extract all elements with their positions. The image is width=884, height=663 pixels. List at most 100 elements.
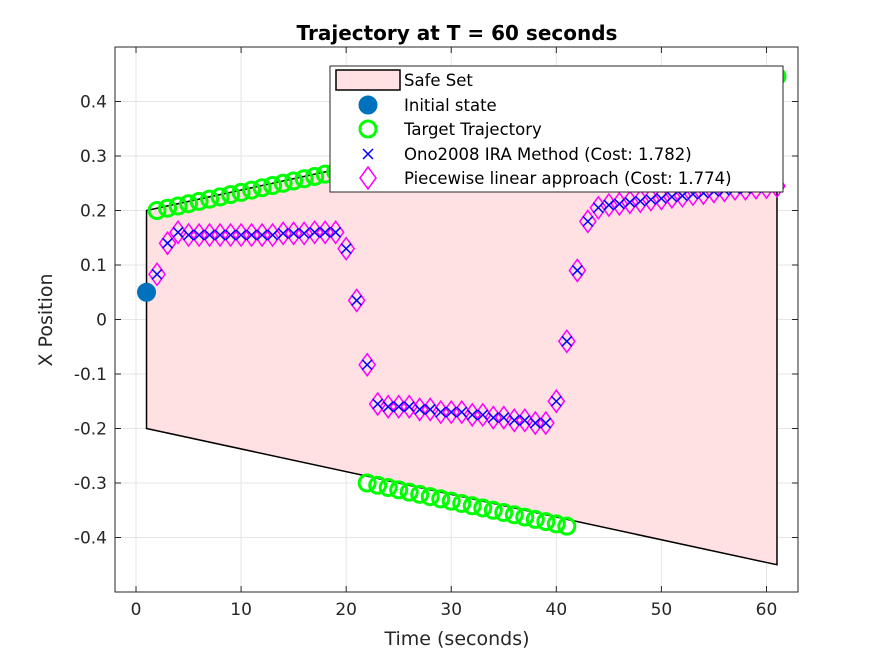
data-point: [137, 282, 157, 302]
legend: Safe Set Initial state Target Trajectory…: [329, 65, 784, 193]
legend-label-ono2008: Ono2008 IRA Method (Cost: 1.782): [404, 145, 692, 164]
y-tick-label: 0: [96, 311, 107, 331]
data-point: [179, 194, 199, 214]
data-point: [357, 473, 377, 493]
data-point: [519, 414, 531, 426]
data-point: [494, 503, 514, 523]
data-point: [256, 229, 268, 241]
data-point-stroke: [477, 409, 489, 421]
data-point-stroke: [655, 192, 667, 205]
data-point-stroke: [361, 359, 373, 371]
data-point: [263, 176, 283, 196]
data-point: [252, 178, 272, 198]
y-tick-label: 0.4: [80, 93, 107, 113]
legend-label-initial-state: Initial state: [404, 96, 497, 115]
data-point-stroke: [435, 406, 447, 418]
data-point: [494, 405, 513, 430]
x-tick-label: 30: [440, 600, 462, 620]
data-point: [326, 220, 345, 245]
data-point: [204, 229, 216, 241]
data-point: [414, 403, 426, 415]
data-point: [557, 329, 576, 354]
data-point: [487, 412, 499, 424]
data-point: [221, 185, 241, 205]
data-point: [158, 230, 177, 256]
data-point: [498, 412, 510, 424]
series-diamond: [148, 173, 786, 436]
data-point-stroke: [309, 226, 321, 238]
data-point: [393, 401, 405, 413]
data-point: [613, 198, 625, 210]
data-point: [347, 288, 366, 313]
data-point-stroke: [151, 268, 163, 280]
data-point-stroke: [193, 229, 205, 241]
y-axis-label: X Position: [35, 273, 57, 366]
legend-symbol-target-trajectory: [358, 119, 378, 139]
data-point: [473, 402, 492, 428]
data-point: [169, 220, 187, 245]
data-point-stroke: [372, 398, 384, 410]
data-point: [330, 226, 342, 238]
data-point: [294, 169, 314, 189]
data-point-stroke: [634, 195, 646, 207]
data-point: [319, 226, 331, 238]
data-point: [148, 261, 166, 287]
data-point: [368, 475, 388, 495]
data-point: [337, 236, 356, 261]
x-tick-label: 10: [230, 600, 252, 620]
data-point: [536, 512, 556, 532]
data-point: [603, 199, 615, 211]
data-point-stroke: [445, 406, 457, 418]
data-point: [288, 227, 300, 239]
data-point: [536, 410, 555, 436]
data-point: [557, 516, 577, 536]
data-point-stroke: [498, 412, 510, 424]
data-point: [263, 222, 282, 248]
data-point-stroke: [225, 229, 237, 241]
data-point-stroke: [519, 414, 531, 426]
data-point-stroke: [319, 226, 331, 238]
data-point: [147, 201, 167, 220]
data-point-stroke: [487, 412, 499, 424]
data-point: [340, 243, 352, 255]
data-point-stroke: [645, 194, 657, 206]
data-point: [200, 189, 220, 209]
data-point: [225, 229, 237, 241]
data-point: [634, 195, 646, 207]
y-tick-label: -0.3: [74, 474, 107, 494]
data-point: [462, 496, 482, 516]
data-point: [435, 406, 447, 418]
data-point-stroke: [256, 229, 268, 241]
data-point: [561, 335, 573, 347]
data-point: [456, 406, 468, 418]
data-point: [214, 229, 226, 241]
chart-title: Trajectory at T = 60 seconds: [297, 21, 618, 45]
data-point: [403, 401, 415, 413]
data-point: [504, 505, 524, 525]
data-point: [210, 187, 230, 207]
data-point-stroke: [508, 414, 520, 426]
data-point: [466, 409, 478, 421]
y-tick-label: -0.1: [74, 365, 107, 385]
x-tick-label: 20: [335, 600, 357, 620]
data-point-stroke: [466, 409, 478, 421]
data-point: [421, 397, 440, 422]
data-point-stroke: [550, 395, 562, 407]
data-point-stroke: [340, 243, 352, 255]
legend-symbol-initial-state: [358, 95, 378, 115]
legend-symbol-piecewise-linear: [359, 165, 377, 191]
data-point-stroke: [456, 406, 468, 418]
data-point-stroke: [330, 226, 342, 238]
data-point: [424, 403, 436, 415]
data-point: [477, 409, 489, 421]
data-point: [372, 398, 384, 410]
data-point: [592, 202, 604, 214]
data-point-stroke: [204, 229, 216, 241]
data-point-stroke: [414, 403, 426, 415]
data-point: [568, 258, 587, 283]
data-point-stroke: [561, 335, 573, 347]
data-point: [420, 487, 440, 507]
data-point: [540, 417, 552, 429]
data-point: [655, 192, 667, 205]
data-point: [578, 209, 597, 234]
